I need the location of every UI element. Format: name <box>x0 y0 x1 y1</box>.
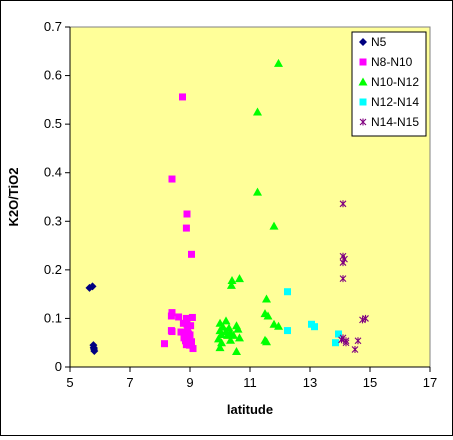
data-point-n14-n15 <box>354 337 362 345</box>
data-point-n8-n10 <box>167 312 175 320</box>
data-point-n10-n12 <box>235 274 244 283</box>
data-point-n10-n12 <box>274 58 283 67</box>
data-point-n12-n14 <box>284 327 291 335</box>
data-point-n5 <box>90 346 99 355</box>
legend: N5 N8-N10 N10-N12 N12-N14 N14-N15 <box>351 31 427 137</box>
data-point-n8-n10 <box>188 250 195 258</box>
legend-marker-n8-n10 <box>359 58 367 66</box>
x-axis-title: latitude <box>227 402 273 417</box>
legend-label-n14-n15: N14-N15 <box>371 115 419 129</box>
legend-label-n8-n10: N8-N10 <box>371 55 413 69</box>
data-point-n10-n12 <box>223 330 232 339</box>
data-point-n8-n10 <box>177 328 185 336</box>
data-point-n10-n12 <box>226 335 235 344</box>
x-tick-label: 15 <box>363 375 377 390</box>
data-point-n14-n15 <box>351 346 359 354</box>
x-tick-label: 9 <box>186 375 193 390</box>
data-point-n14-n15 <box>339 259 347 267</box>
y-tick-label: 0.4 <box>44 165 62 180</box>
data-point-n14-n15 <box>339 200 347 208</box>
data-point-n10-n12 <box>253 107 262 116</box>
data-point-n10-n12 <box>263 311 273 320</box>
data-point-n8-n10 <box>185 341 193 349</box>
legend-symbol <box>359 58 367 66</box>
data-point-n14-n15 <box>359 316 366 324</box>
data-point-n8-n10 <box>182 314 190 322</box>
data-point-n10-n12 <box>274 321 283 330</box>
data-point-n12-n14 <box>284 288 291 296</box>
data-point-n10-n12 <box>269 221 279 230</box>
legend-marker-n12-n14 <box>359 98 367 106</box>
legend-label-n10-n12: N10-N12 <box>371 75 419 89</box>
data-point-n10-n12 <box>227 276 237 285</box>
data-point-n8-n10 <box>161 340 168 348</box>
data-point-n8-n10 <box>168 175 176 183</box>
data-point-n10-n12 <box>235 333 244 342</box>
data-point-n10-n12 <box>229 330 238 339</box>
y-axis-title: K2O/TiO2 <box>6 167 21 226</box>
data-point-n10-n12 <box>226 280 236 289</box>
y-tick-label: 0.7 <box>44 19 62 34</box>
legend-symbol <box>358 77 368 86</box>
data-point-n10-n12 <box>217 338 226 347</box>
data-points <box>85 58 369 355</box>
data-point-n14-n15 <box>339 275 347 283</box>
data-point-n8-n10 <box>179 319 187 327</box>
y-axis: 0 0.1 0.2 0.3 0.4 0.5 0.6 0.7 <box>44 19 71 374</box>
y-tick-label: 0.6 <box>44 68 62 83</box>
data-point-n8-n10 <box>187 322 195 330</box>
legend-marker-n14-n15 <box>359 118 367 126</box>
data-point-n10-n12 <box>262 294 271 303</box>
data-point-n10-n12 <box>232 346 241 355</box>
data-point-n10-n12 <box>253 187 262 196</box>
data-point-n10-n12 <box>260 335 270 344</box>
legend-label-n12-n14: N12-N14 <box>371 95 419 109</box>
data-point-n8-n10 <box>188 313 196 321</box>
legend-symbol <box>359 118 367 126</box>
data-point-n10-n12 <box>215 343 225 352</box>
data-point-n8-n10 <box>182 224 190 232</box>
data-point-n12-n14 <box>311 323 318 331</box>
data-point-n12-n14 <box>335 330 342 338</box>
data-point-n10-n12 <box>233 324 243 333</box>
data-point-n8-n10 <box>168 328 176 336</box>
x-tick-label: 11 <box>243 375 257 390</box>
legend-symbol <box>359 38 367 46</box>
y-tick-label: 0.3 <box>44 213 62 228</box>
y-tick-label: 0.1 <box>44 310 62 325</box>
legend-symbol <box>359 98 367 106</box>
y-tick-label: 0.2 <box>44 262 62 277</box>
y-tick-label: 0 <box>55 359 62 374</box>
y-tick-label: 0.5 <box>44 116 62 131</box>
data-point-n8-n10 <box>183 210 191 218</box>
data-point-n8-n10 <box>189 345 197 353</box>
data-point-n10-n12 <box>221 316 231 325</box>
data-point-n8-n10 <box>179 93 186 101</box>
data-point-n8-n10 <box>186 331 194 339</box>
data-point-n12-n14 <box>332 339 339 347</box>
x-tick-label: 5 <box>66 375 73 390</box>
legend-marker-n10-n12 <box>358 77 368 86</box>
data-point-n8-n10 <box>182 337 189 345</box>
x-tick-label: 7 <box>126 375 133 390</box>
data-point-n8-n10 <box>175 313 183 321</box>
x-tick-label: 17 <box>423 375 437 390</box>
x-axis: 5 7 9 11 13 15 17 <box>66 366 437 390</box>
data-point-n14-n15 <box>342 339 350 347</box>
legend-marker-n5 <box>359 38 367 46</box>
legend-label-n5: N5 <box>371 35 387 49</box>
x-tick-label: 13 <box>303 375 317 390</box>
data-point-n5 <box>88 282 97 291</box>
